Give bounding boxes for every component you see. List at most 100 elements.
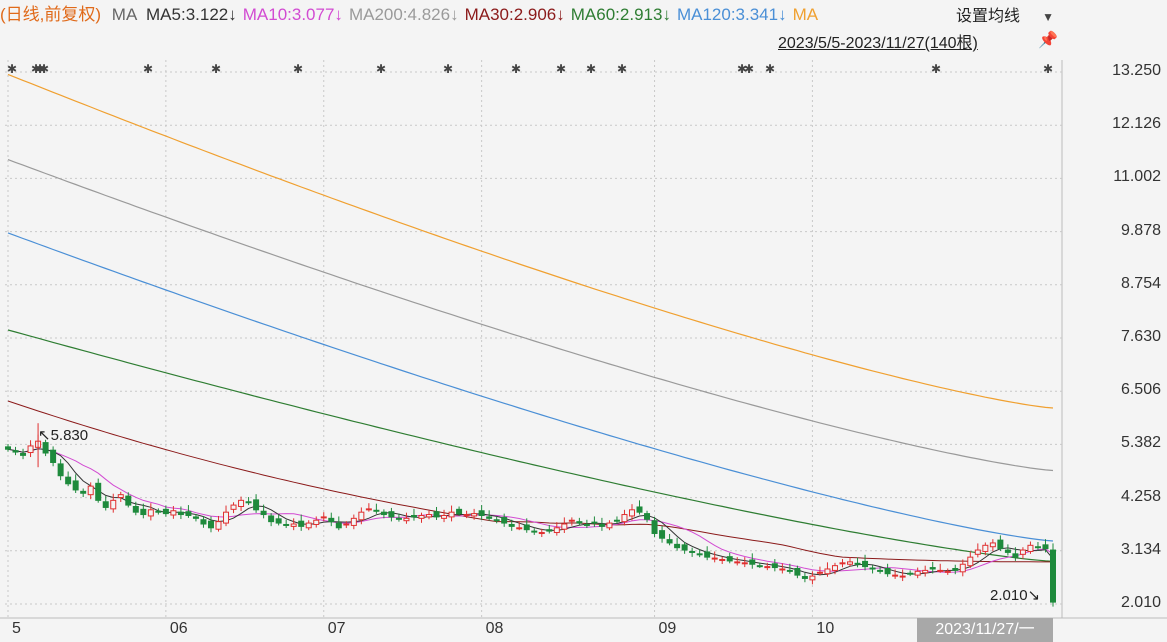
candle-body — [674, 543, 681, 549]
candle-body — [147, 509, 154, 517]
legend-item: MA — [792, 5, 819, 24]
ma-settings-label: 设置均线 — [956, 8, 1021, 25]
event-marker-icon: ✱ — [143, 62, 153, 76]
candle-body — [110, 499, 117, 510]
event-marker-icon: ✱ — [1043, 62, 1053, 76]
candle-body — [606, 522, 613, 529]
candle-body — [328, 517, 335, 523]
ma-line-ma120 — [7, 232, 1054, 542]
x-tick-label: 5 — [12, 620, 21, 637]
candle-body — [20, 452, 27, 456]
candle-body — [132, 505, 139, 513]
candle-body — [523, 524, 530, 531]
candle-body — [877, 569, 884, 572]
candle-body — [538, 532, 545, 535]
candle-body — [974, 549, 981, 555]
y-tick-label: 6.506 — [1120, 381, 1161, 399]
candle-body — [621, 514, 628, 523]
candle-body — [711, 557, 718, 560]
candle-body — [719, 559, 726, 562]
candle-body — [125, 495, 132, 506]
legend-item: MA200:4.826↓ — [348, 5, 459, 24]
candle-body — [779, 568, 786, 571]
candle-body — [598, 523, 605, 527]
y-tick-label: 7.630 — [1120, 328, 1161, 345]
candle-body — [275, 518, 282, 524]
candle-body — [283, 523, 290, 526]
ma-line-ma30 — [7, 400, 1053, 563]
low-price-annotation: 2.010↘ — [990, 587, 1041, 604]
event-marker-icon: ✱ — [7, 62, 17, 76]
candle-body — [433, 511, 440, 518]
candle-body — [403, 517, 410, 522]
event-marker-icon: ✱ — [765, 62, 775, 76]
candle-body — [486, 516, 493, 519]
candle-body — [591, 521, 598, 524]
candle-body — [260, 510, 267, 516]
event-marker-icon: ✱ — [35, 62, 45, 76]
candle-body — [463, 514, 470, 517]
candle-body — [1004, 549, 1011, 553]
candle-body — [253, 499, 260, 511]
y-tick-label: 4.258 — [1120, 487, 1161, 505]
date-range-label: 2023/5/5-2023/11/27(140根) — [778, 35, 978, 52]
candle-body — [771, 563, 778, 569]
candle-body — [561, 523, 568, 530]
candle-body — [380, 511, 387, 516]
candle-body — [170, 510, 177, 516]
candle-body — [967, 556, 974, 567]
candle-body — [997, 539, 1004, 550]
candle-body — [388, 511, 395, 518]
candle-body — [749, 559, 756, 565]
candle-body — [899, 575, 906, 578]
ma-legend: (日线,前复权) MA MA5:3.122↓ MA10:3.077↓ MA200:4… — [0, 0, 950, 30]
candle-body — [80, 490, 87, 494]
candle-body — [869, 567, 876, 570]
candle-body — [854, 562, 861, 565]
candle-body — [516, 527, 523, 530]
y-tick-label: 9.878 — [1120, 221, 1161, 239]
candle-body — [862, 560, 869, 568]
candle-body — [583, 523, 590, 526]
candle-body — [72, 480, 79, 491]
candle-body — [290, 523, 297, 527]
y-tick-label: 11.002 — [1113, 168, 1161, 186]
candle-body — [1019, 549, 1026, 555]
candle-body — [57, 463, 64, 477]
candle-body — [50, 449, 57, 463]
candle-body — [320, 516, 327, 519]
pin-icon[interactable]: 📌 — [1038, 32, 1058, 49]
cursor-date-label: 2023/11/27/一 — [917, 618, 1053, 642]
candle-body — [365, 508, 372, 511]
candle-body — [1042, 544, 1049, 550]
candle-body — [140, 508, 147, 516]
legend-mode: (日线,前复权) — [0, 5, 102, 24]
candle-body — [651, 520, 658, 534]
candle-body — [192, 516, 199, 519]
candle-body — [794, 568, 801, 576]
chevron-down-icon: ▼ — [1042, 10, 1054, 24]
candle-body — [87, 485, 94, 496]
candle-body — [42, 442, 49, 454]
ma-line-ma200 — [7, 159, 1054, 472]
candle-body — [734, 561, 741, 564]
candle-body — [471, 513, 478, 517]
candle-body — [441, 514, 448, 519]
candle-body — [177, 511, 184, 516]
candle-body — [373, 509, 380, 512]
candle-body — [741, 562, 748, 565]
x-tick-label: 09 — [658, 620, 677, 637]
candle-body — [335, 522, 342, 529]
candle-body — [839, 562, 846, 565]
ma-settings-button[interactable]: 设置均线 ▼ — [950, 4, 1062, 30]
event-marker-icon: ✱ — [556, 62, 566, 76]
legend-item: MA30:2.906↓ — [464, 5, 565, 24]
candle-body — [786, 569, 793, 572]
candle-body — [704, 551, 711, 558]
candle-body — [102, 501, 109, 508]
legend-item: MA10:3.077↓ — [242, 5, 343, 24]
candle-body — [576, 521, 583, 524]
candle-body — [644, 513, 651, 520]
event-marker-icon: ✱ — [376, 62, 386, 76]
